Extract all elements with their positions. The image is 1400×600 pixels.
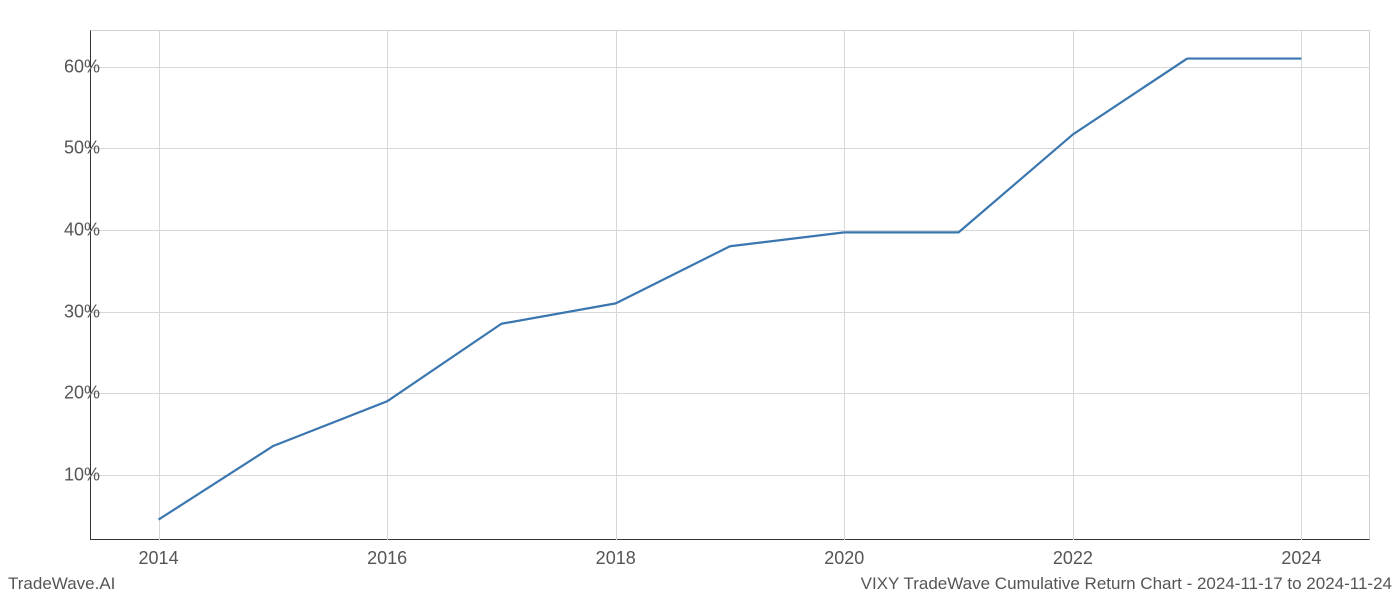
footer-left-text: TradeWave.AI <box>8 574 115 594</box>
y-tick-label: 20% <box>64 383 100 404</box>
x-tick-label: 2014 <box>139 548 179 569</box>
chart-container <box>90 30 1370 540</box>
y-tick-label: 50% <box>64 138 100 159</box>
y-tick-label: 30% <box>64 301 100 322</box>
x-tick-label: 2018 <box>596 548 636 569</box>
x-tick-label: 2022 <box>1053 548 1093 569</box>
footer-right-text: VIXY TradeWave Cumulative Return Chart -… <box>861 574 1392 594</box>
x-tick-label: 2020 <box>824 548 864 569</box>
x-tick-label: 2024 <box>1281 548 1321 569</box>
data-line <box>159 59 1302 520</box>
y-tick-label: 10% <box>64 464 100 485</box>
line-series <box>90 30 1370 540</box>
y-tick-label: 60% <box>64 56 100 77</box>
y-tick-label: 40% <box>64 219 100 240</box>
x-tick-label: 2016 <box>367 548 407 569</box>
